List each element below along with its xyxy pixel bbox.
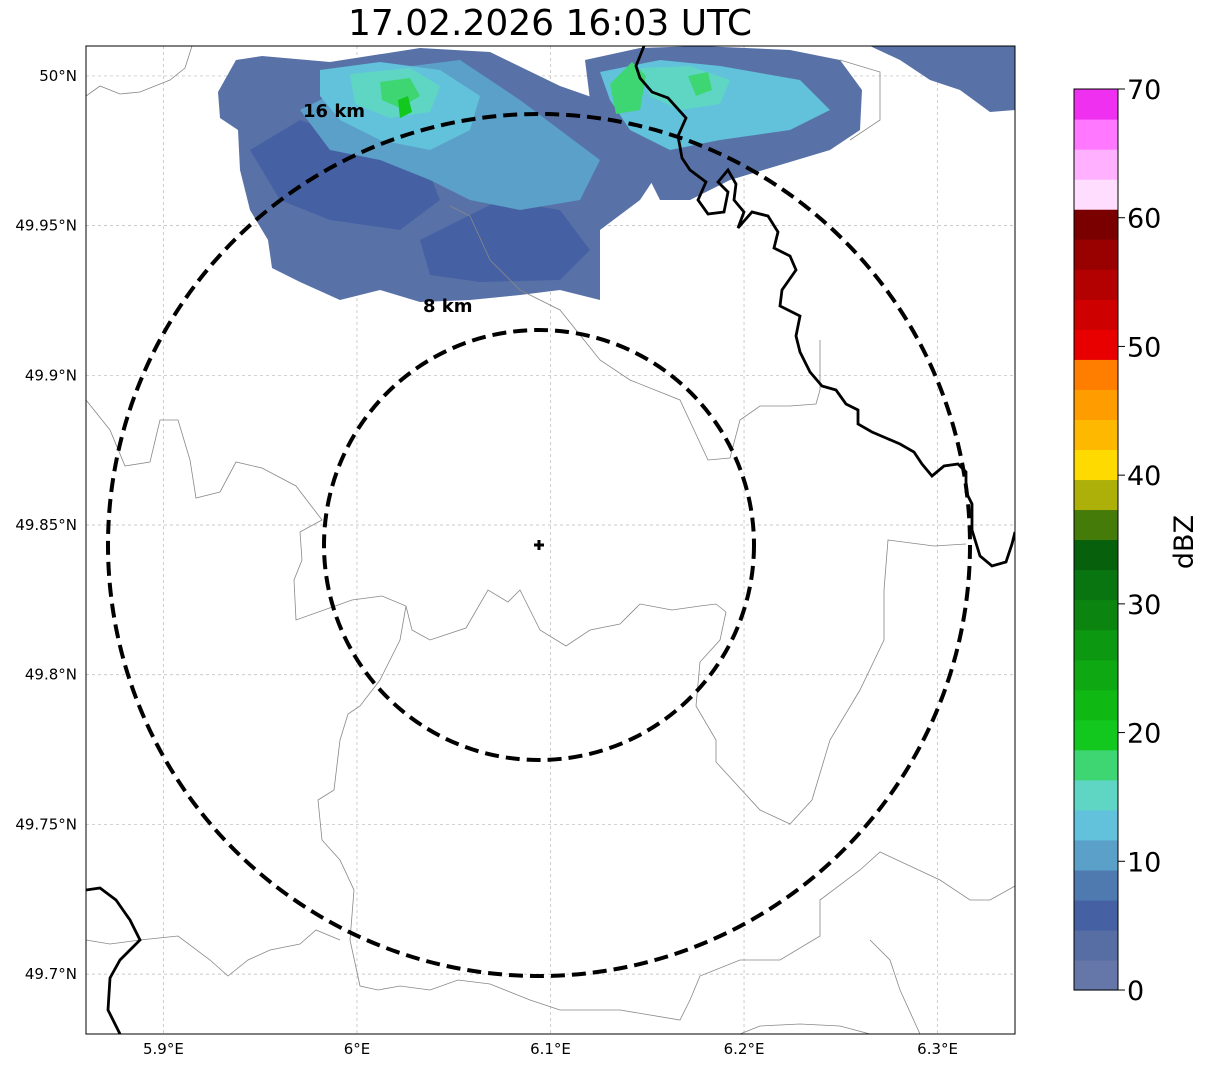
y-tick-label: 49.95°N (15, 217, 77, 235)
colorbar-segment (1074, 179, 1118, 210)
range-ring-16km (106, 112, 972, 978)
colorbar-segment (1074, 569, 1118, 601)
colorbar-segment (1074, 719, 1118, 751)
border-line (317, 605, 1015, 1021)
country-border-east (634, 46, 1015, 568)
border-lines (86, 46, 1015, 1034)
y-tick-label: 49.85°N (15, 516, 77, 534)
y-tick-label: 49.9°N (25, 366, 77, 384)
colorbar-segment (1074, 89, 1118, 120)
colorbar-tick-label: 0 (1127, 976, 1144, 1007)
colorbar-segment (1074, 779, 1118, 811)
colorbar-segment (1074, 209, 1118, 240)
colorbar-segment (1074, 689, 1118, 721)
x-tick-label: 6.2°E (724, 1040, 765, 1058)
colorbar-segment (1074, 359, 1118, 390)
colorbar-tick-label: 20 (1127, 719, 1161, 750)
colorbar-tick-label: 30 (1127, 590, 1161, 621)
colorbar-tick-label: 10 (1127, 847, 1161, 878)
echo-core-green-1 (380, 78, 420, 108)
colorbar-segment (1074, 869, 1118, 901)
radar-echo-field (218, 46, 1015, 302)
colorbar-segment (1074, 329, 1118, 360)
colorbar-segment (1074, 659, 1118, 691)
x-tick-label: 6.3°E (917, 1040, 958, 1058)
colorbar-segment (1074, 119, 1118, 150)
y-tick-label: 49.7°N (25, 965, 77, 983)
echo-core-green-2 (610, 62, 646, 114)
colorbar-tick-label: 40 (1127, 461, 1161, 492)
colorbar-segment (1074, 419, 1118, 450)
colorbar-label: dBZ (1169, 515, 1200, 569)
colorbar-segment (1074, 539, 1118, 571)
colorbar-tick-label: 50 (1127, 332, 1161, 363)
colorbar-segment (1074, 149, 1118, 180)
map-title: 17.02.2026 16:03 UTC (347, 3, 753, 44)
colorbar-segment (1074, 479, 1118, 511)
echo-band-northeast (870, 46, 1015, 112)
colorbar: 0 10 20 30 40 50 60 70 dBZ (1073, 75, 1200, 1007)
border-line (869, 939, 921, 1034)
colorbar-segments (1074, 89, 1118, 991)
map-frame (85, 45, 1016, 1035)
colorbar-ticks: 0 10 20 30 40 50 60 70 (1118, 75, 1161, 1007)
border-line (839, 59, 881, 141)
colorbar-segment (1074, 239, 1118, 270)
colorbar-tick-label: 60 (1127, 204, 1161, 235)
colorbar-segment (1074, 959, 1118, 991)
x-tick-label: 6.1°E (530, 1040, 571, 1058)
country-border-southwest (86, 886, 142, 1034)
x-tick-label: 5.9°E (143, 1040, 184, 1058)
colorbar-segment (1074, 899, 1118, 931)
border-line (86, 399, 967, 825)
echo-core-green-4 (688, 72, 712, 96)
colorbar-segment (1074, 299, 1118, 330)
x-tick-label: 6°E (344, 1040, 371, 1058)
colorbar-tick-label: 70 (1127, 75, 1161, 106)
y-tick-label: 50°N (39, 67, 77, 85)
border-line (449, 205, 821, 461)
axis-labels: 5.9°E 6°E 6.1°E 6.2°E 6.3°E 50°N 49.95°N 49.9°N… (15, 67, 958, 1058)
colorbar-segment (1074, 389, 1118, 420)
colorbar-segment (1074, 269, 1118, 300)
colorbar-segment (1074, 449, 1118, 481)
country-borders (86, 46, 1015, 1034)
colorbar-segment (1074, 839, 1118, 871)
ring-label-8km: 8 km (423, 296, 473, 317)
colorbar-segment (1074, 809, 1118, 841)
map-area: 16 km 8 km (86, 46, 1015, 1034)
colorbar-segment (1074, 509, 1118, 541)
colorbar-segment (1074, 629, 1118, 661)
border-line (86, 929, 341, 977)
border-line (86, 46, 193, 97)
y-tick-label: 49.8°N (25, 666, 77, 684)
colorbar-frame (1073, 88, 1119, 991)
radar-center-marker (534, 540, 544, 550)
colorbar-segment (1074, 749, 1118, 781)
range-ring-8km (322, 328, 756, 762)
colorbar-segment (1074, 929, 1118, 961)
ring-label-16km: 16 km (303, 101, 365, 122)
echo-core-blue-2 (420, 200, 590, 282)
echo-core-green-3 (398, 96, 412, 118)
y-tick-label: 49.75°N (15, 815, 77, 833)
border-line (739, 1023, 871, 1034)
colorbar-segment (1074, 599, 1118, 631)
